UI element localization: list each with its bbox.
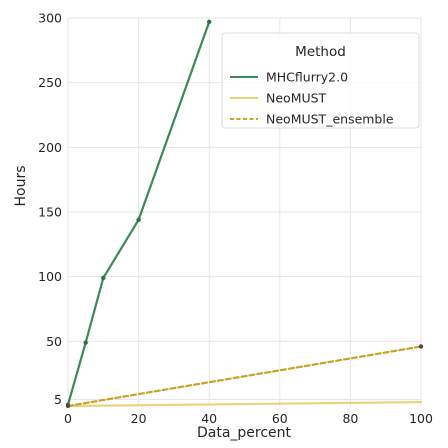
data-point	[207, 19, 212, 25]
x-tick-label: 100	[409, 411, 433, 426]
y-tick-label: 200	[38, 140, 62, 155]
legend-box	[221, 32, 420, 129]
legend: Method MHCflurry2.0 NeoMUST NeoMUST_ensembl…	[221, 32, 420, 129]
legend-entry: NeoMUST	[266, 91, 327, 106]
series-layer	[65, 19, 424, 409]
y-tick-label: 5	[54, 392, 62, 407]
x-tick-label: 60	[272, 411, 288, 426]
y-axis-label: Hours	[13, 165, 29, 206]
series-line	[66, 401, 423, 408]
legend-entry: MHCflurry2.0	[266, 70, 348, 85]
x-tick-label: 40	[201, 411, 217, 426]
series-MHCflurry2.0	[65, 19, 212, 407]
series-NeoMUST_ensemble	[65, 344, 424, 409]
data-point	[83, 340, 88, 345]
y-tick-label: 250	[38, 75, 62, 90]
x-axis-label: Data_percent	[197, 425, 292, 441]
x-tick-label: 0	[64, 411, 72, 426]
axes: 0 20 40 60 80 100 5 50 100 150 200 250 300	[38, 11, 433, 427]
data-point	[101, 275, 106, 281]
x-tick-label: 20	[131, 411, 147, 426]
x-tick-label: 80	[342, 411, 358, 426]
series-NeoMUST	[66, 401, 423, 408]
series-line	[66, 345, 423, 408]
data-point	[65, 403, 71, 409]
y-tick-label: 50	[46, 334, 62, 349]
legend-title: Method	[295, 44, 346, 60]
legend-entry: NeoMUST_ensemble	[266, 112, 394, 127]
data-point	[418, 344, 424, 349]
y-tick-label: 100	[38, 269, 62, 284]
data-point	[136, 217, 141, 222]
y-tick-label: 150	[38, 205, 62, 220]
y-tick-label: 300	[38, 11, 62, 26]
